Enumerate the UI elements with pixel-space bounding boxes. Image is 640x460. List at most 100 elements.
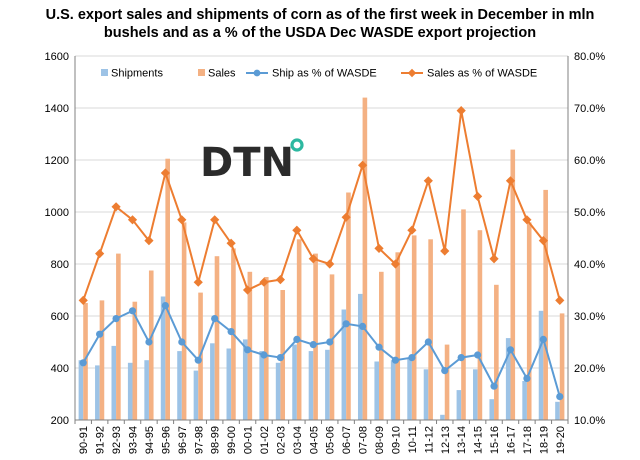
- ship-pct-point: [490, 382, 498, 390]
- sales-pct-point: [374, 243, 384, 253]
- ship-pct-point: [441, 367, 449, 375]
- sales-pct-point: [423, 176, 433, 186]
- sales-pct-point: [259, 277, 269, 287]
- y-left-tick-label: 800: [51, 259, 69, 271]
- shipments-bar: [505, 338, 511, 420]
- ship-pct-point: [276, 354, 285, 362]
- ship-pct-point: [326, 338, 334, 346]
- shipments-bar: [522, 381, 527, 420]
- sales-bar: [346, 192, 351, 420]
- shipments-bar: [292, 344, 297, 420]
- sales-bar: [148, 270, 154, 420]
- x-tick-label: 95-96: [160, 426, 172, 454]
- sales-pct-point: [555, 295, 565, 305]
- ship-pct-point: [309, 341, 317, 349]
- y-left-tick-label: 600: [51, 311, 69, 323]
- shipments-bar: [538, 310, 544, 420]
- sales-pct-point: [456, 106, 466, 116]
- ship-pct-point: [112, 315, 120, 323]
- sales-pct-point: [193, 277, 203, 287]
- x-tick-label: 11-12: [423, 426, 435, 453]
- x-tick-label: 04-05: [308, 426, 320, 454]
- y-left-tick-label: 1000: [45, 207, 69, 219]
- sales-bar: [214, 256, 220, 420]
- ship-pct-point: [358, 322, 367, 330]
- ship-pct-point: [506, 346, 515, 354]
- ship-pct-point: [375, 343, 383, 351]
- ship-pct-point: [556, 393, 564, 401]
- ship-pct-point: [474, 351, 482, 359]
- shipments-bar: [423, 369, 429, 420]
- shipments-bar: [440, 414, 445, 420]
- sales-bar: [362, 97, 368, 420]
- sales-pct-point: [226, 238, 236, 248]
- ship-pct-point: [178, 338, 186, 346]
- legend-marker-ship-pct: [253, 69, 261, 77]
- x-tick-label: 16-17: [505, 426, 517, 454]
- dtn-logo-text: DTN: [200, 140, 294, 186]
- sales-bar: [494, 284, 499, 420]
- sales-bar: [526, 222, 532, 420]
- ship-pct-point: [145, 338, 153, 346]
- sales-bar: [116, 253, 121, 420]
- shipments-bar: [177, 351, 182, 420]
- sales-pct-point: [538, 236, 548, 246]
- ship-pct-point: [293, 335, 301, 343]
- ship-pct-point: [243, 346, 252, 354]
- ship-pct-point: [408, 354, 416, 362]
- sales-pct-point: [505, 176, 516, 186]
- x-tick-label: 96-97: [177, 426, 189, 454]
- x-tick-label: 15-16: [489, 426, 501, 454]
- sales-bar: [263, 277, 269, 420]
- shipments-bar: [357, 293, 363, 420]
- x-tick-label: 00-01: [243, 426, 255, 454]
- y-left-tick-label: 200: [51, 415, 69, 427]
- chart-title-line-2: bushels and as a % of the USDA Dec WASDE…: [103, 25, 537, 41]
- x-tick-label: 98-99: [210, 426, 222, 454]
- sales-pct-point: [78, 295, 88, 305]
- ship-pct-point: [539, 335, 547, 343]
- shipments-bar: [473, 369, 478, 420]
- y-right-tick-label: 80.0%: [574, 51, 605, 63]
- shipments-bar: [374, 361, 380, 420]
- legend: Shipments Sales Ship as % of WASDE Sales as…: [101, 68, 537, 80]
- x-tick-label: 10-11: [407, 426, 419, 453]
- y-right-tick-label: 50.0%: [574, 207, 605, 219]
- sales-pct-point: [341, 212, 351, 222]
- legend-label-sales-pct: Sales as % of WASDE: [427, 68, 537, 80]
- legend-label-shipments: Shipments: [111, 68, 163, 80]
- ship-pct-point: [96, 330, 104, 338]
- shipments-bar: [259, 351, 264, 420]
- sales-pct-line: [82, 110, 561, 301]
- shipments-bar: [78, 360, 84, 420]
- x-tick-label: 02-03: [275, 426, 287, 454]
- x-tick-label: 06-07: [341, 426, 353, 454]
- sales-pct-point: [390, 259, 401, 269]
- shipments-bar: [275, 362, 281, 420]
- shipments-bar: [325, 349, 330, 420]
- legend-label-sales: Sales: [208, 68, 236, 80]
- shipments-bar: [127, 362, 133, 420]
- ship-pct-line: [82, 303, 561, 397]
- sales-bar: [99, 300, 105, 420]
- ship-pct-point: [161, 302, 169, 310]
- sales-pct-point: [308, 254, 318, 264]
- bars: [78, 97, 565, 420]
- sales-pct-point: [95, 249, 105, 259]
- x-tick-label: 91-92: [95, 426, 107, 454]
- shipments-bar: [111, 345, 117, 420]
- sales-pct-point: [407, 225, 417, 235]
- x-tick-label: 08-09: [374, 426, 386, 454]
- x-tick-label: 18-19: [538, 426, 550, 454]
- sales-pct-point: [160, 168, 170, 178]
- sales-bar: [461, 209, 466, 420]
- shipments-bar: [210, 343, 215, 420]
- x-tick-label: 97-98: [193, 426, 205, 454]
- x-tick-label: 17-18: [522, 426, 534, 454]
- shipments-bar: [160, 296, 166, 420]
- sales-pct-point: [210, 215, 220, 225]
- dtn-logo: DTN: [200, 138, 304, 186]
- x-tick-label: 99-00: [226, 426, 238, 454]
- x-tick-label: 14-15: [473, 426, 485, 454]
